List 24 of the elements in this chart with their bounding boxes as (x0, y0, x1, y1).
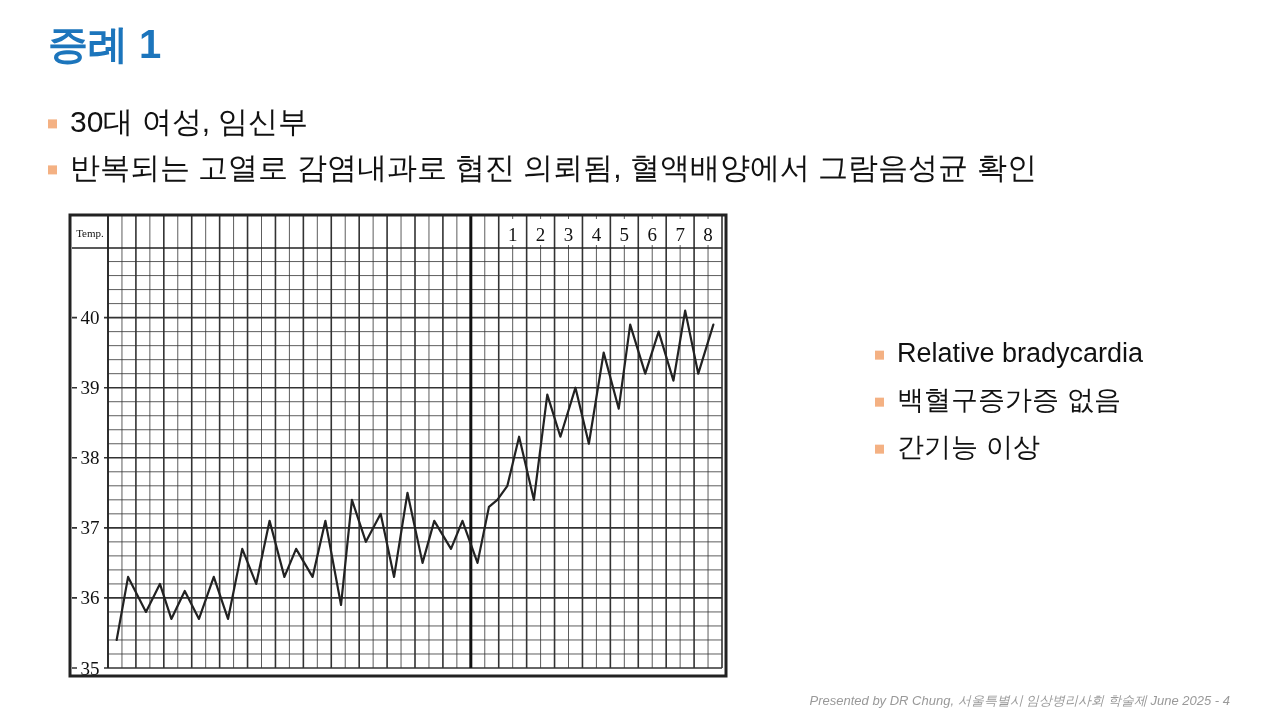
y-tick-label: 40 (80, 307, 100, 329)
y-tick-label: 39 (80, 377, 100, 399)
x-tick-label: 3 (563, 224, 574, 245)
y-axis-title: Temp. (76, 227, 105, 239)
x-tick-label: 5 (619, 224, 630, 245)
text: 30대 여성, 임신부 (70, 105, 309, 138)
y-tick-label: 36 (80, 587, 100, 609)
chart-title: 증례 1 (48, 22, 162, 66)
x-tick-label: 6 (647, 224, 657, 245)
x-tick-label: 2 (535, 224, 546, 245)
x-tick-label: 1 (507, 224, 518, 245)
x-tick-label: 8 (703, 224, 713, 245)
text: 간기능 이상 (897, 432, 1040, 462)
y-tick-label: 35 (80, 657, 100, 679)
text: 백혈구증가증 없음 (897, 385, 1121, 415)
chart: 35 36 37 38 39 40 Temp. 1 2 3 4 5 6 7 8 (68, 213, 728, 679)
y-tick-label: 38 (80, 447, 100, 469)
line-series (115, 309, 715, 642)
y-tick-label: 37 (80, 517, 100, 539)
text: 반복되는 고열로 감염내과로 협진 의뢰됨, 혈액배양에서 그람음성균 확인 (70, 151, 1037, 184)
x-tick-label: 7 (675, 224, 685, 245)
x-tick-label: 4 (591, 224, 602, 245)
text: Relative bradycardia (897, 338, 1145, 368)
text: Presented by DR Chung, 서울특별시 임상병리사회 학술제 June 2025 - 4 (809, 693, 1230, 708)
